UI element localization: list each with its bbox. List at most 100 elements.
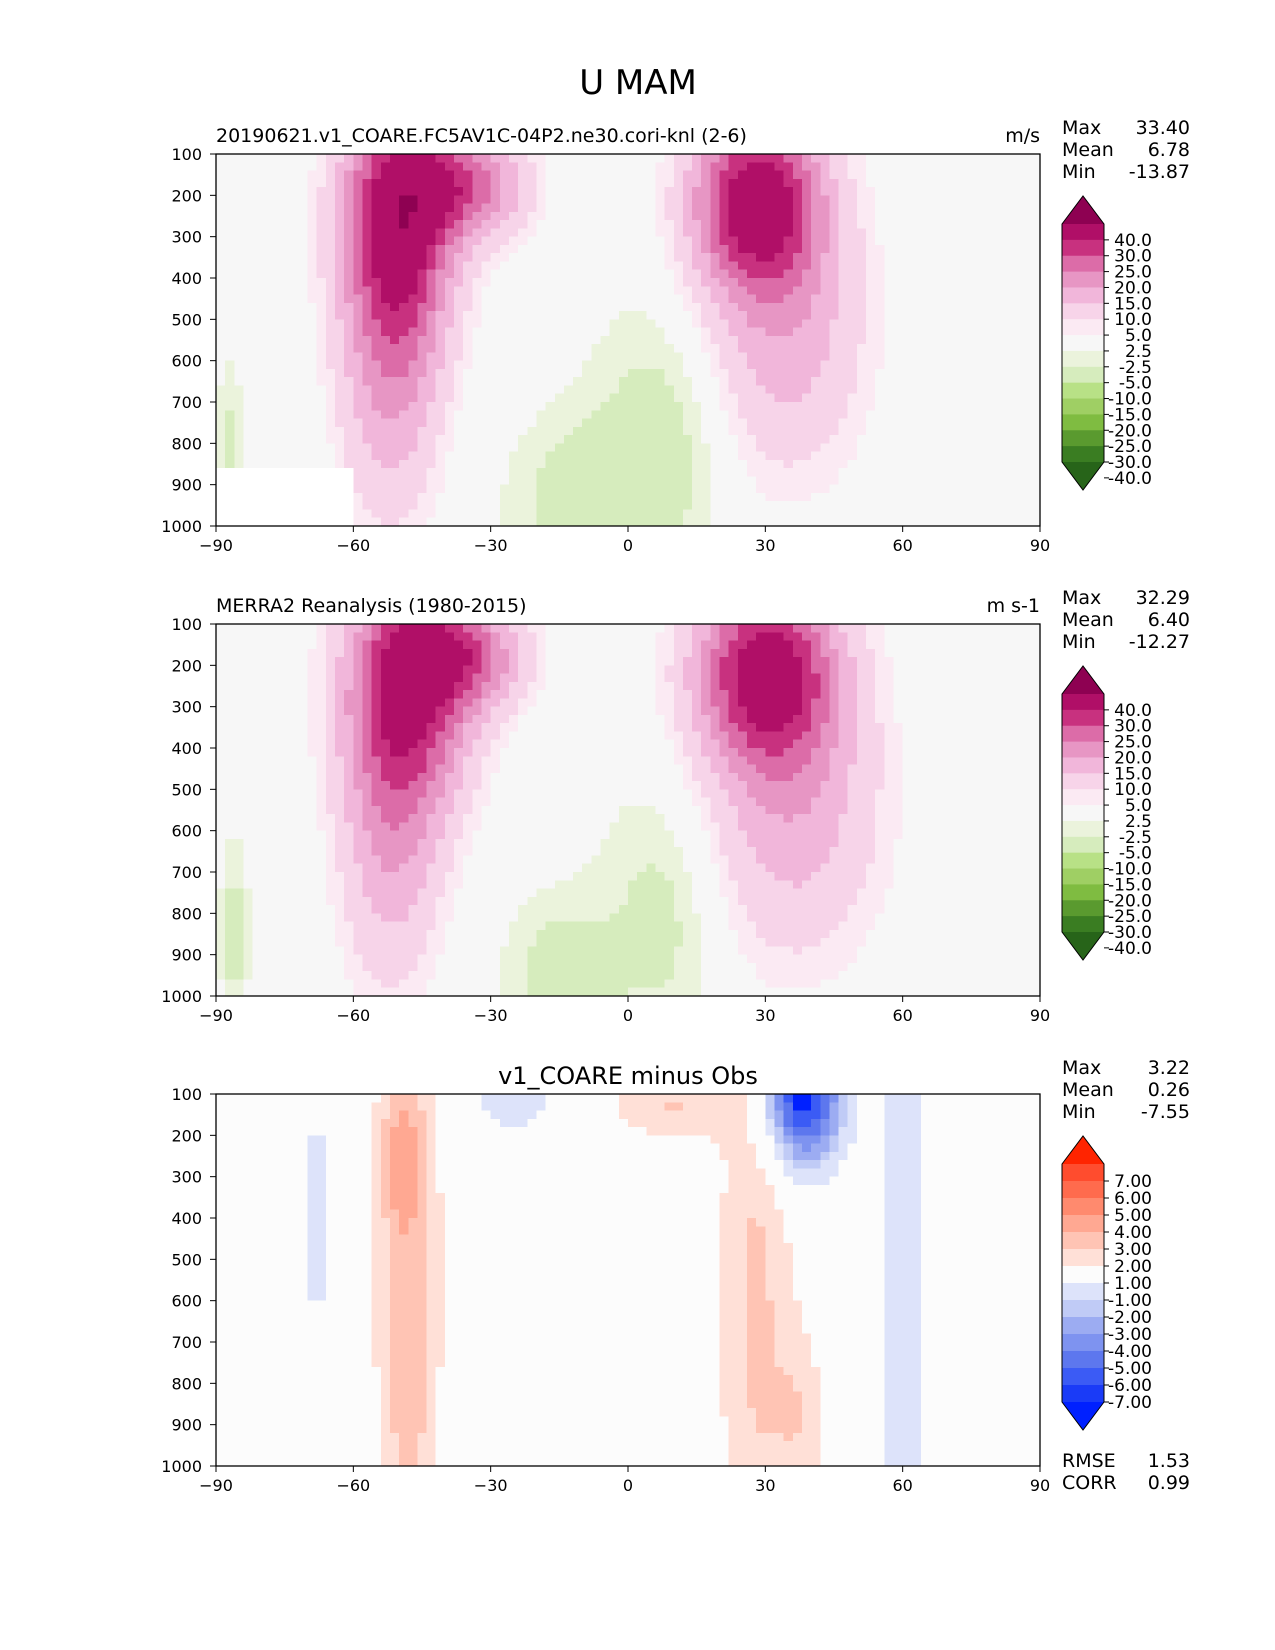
- colorbar-band: [1062, 335, 1104, 352]
- colorbar-label: 6.00: [1114, 1189, 1152, 1209]
- colorbar: 40.030.025.020.015.010.05.02.5-2.5-5.0-1…: [1061, 665, 1152, 961]
- colorbar-band: [1062, 1368, 1104, 1386]
- colorbar-band: [1062, 1215, 1104, 1233]
- colorbar-label: -20.0: [1108, 421, 1152, 441]
- colorbar-band: [1062, 725, 1104, 743]
- x-tick-label: 0: [623, 536, 633, 555]
- colorbar-band: [1062, 900, 1104, 917]
- colorbar-band: [1062, 773, 1104, 790]
- colorbar-band: [1062, 852, 1104, 870]
- y-tick-label: 600: [171, 822, 202, 841]
- y-tick-label: 700: [171, 393, 202, 412]
- y-tick-label: 500: [171, 310, 202, 329]
- colorbar-extend-min: [1062, 462, 1104, 490]
- x-tick-label: 60: [892, 1476, 912, 1495]
- y-tick-label: 100: [171, 615, 202, 634]
- stat-value-min: -12.27: [1129, 631, 1190, 653]
- colorbar-extend-max: [1062, 196, 1104, 224]
- stat-value-mean: 6.40: [1148, 609, 1190, 631]
- y-tick-label: 600: [171, 1292, 202, 1311]
- y-tick-label: 800: [171, 904, 202, 923]
- stat-label-min: Min: [1062, 631, 1096, 653]
- y-tick-label: 100: [171, 145, 202, 164]
- y-tick-label: 900: [171, 1416, 202, 1435]
- colorbar: 7.006.005.004.003.002.001.00-1.00-2.00-3…: [1061, 1135, 1152, 1431]
- x-tick-label: −60: [336, 1476, 370, 1495]
- y-tick-label: 300: [171, 1168, 202, 1187]
- stat-value-max: 32.29: [1136, 587, 1190, 609]
- stat-value-max: 3.22: [1148, 1057, 1190, 1079]
- x-tick-label: −30: [474, 536, 508, 555]
- x-tick-label: −90: [199, 536, 233, 555]
- colorbar-label: -15.0: [1108, 405, 1152, 425]
- colorbar-band: [1062, 319, 1104, 336]
- colorbar-label: 3.00: [1114, 1240, 1152, 1260]
- panel-units: m s-1: [987, 595, 1040, 617]
- colorbar-band: [1062, 757, 1104, 774]
- colorbar-label: 2.5: [1125, 342, 1152, 362]
- field-cells: [216, 624, 1041, 997]
- colorbar-band: [1062, 287, 1104, 304]
- colorbar-band: [1062, 446, 1104, 463]
- colorbar-label: -2.00: [1108, 1308, 1152, 1328]
- colorbar-label: 2.00: [1114, 1257, 1152, 1277]
- colorbar-band: [1062, 1249, 1104, 1267]
- y-tick-label: 200: [171, 1126, 202, 1145]
- stat-label-max: Max: [1062, 117, 1101, 139]
- colorbar-band: [1062, 709, 1104, 727]
- y-tick-label: 400: [171, 1209, 202, 1228]
- x-tick-label: 90: [1030, 1006, 1050, 1025]
- colorbar-label: -4.00: [1108, 1342, 1152, 1362]
- y-tick-label: 400: [171, 269, 202, 288]
- colorbar-label: -30.0: [1108, 453, 1152, 473]
- colorbar: 40.030.025.020.015.010.05.02.5-2.5-5.0-1…: [1061, 195, 1152, 491]
- colorbar-label: 10.0: [1114, 310, 1152, 330]
- y-tick-label: 1000: [161, 1457, 202, 1476]
- colorbar-label: -3.00: [1108, 1325, 1152, 1345]
- colorbar-label: 2.5: [1125, 812, 1152, 832]
- colorbar-band: [1062, 239, 1104, 257]
- x-tick-label: −60: [336, 1006, 370, 1025]
- figure-title: U MAM: [579, 63, 697, 103]
- colorbar-label: -20.0: [1108, 891, 1152, 911]
- colorbar-label: -25.0: [1108, 907, 1152, 927]
- colorbar-band: [1062, 1283, 1104, 1301]
- stat-label-mean: Mean: [1062, 1079, 1114, 1101]
- colorbar-label: -1.00: [1108, 1291, 1152, 1311]
- colorbar-band: [1062, 694, 1104, 711]
- x-tick-label: −30: [474, 1476, 508, 1495]
- x-tick-label: 60: [892, 536, 912, 555]
- colorbar-band: [1062, 366, 1104, 384]
- colorbar-extend-min: [1062, 932, 1104, 960]
- colorbar-label: 15.0: [1114, 764, 1152, 784]
- y-tick-label: 1000: [161, 517, 202, 536]
- colorbar-band: [1062, 303, 1104, 320]
- colorbar-band: [1062, 224, 1104, 241]
- x-tick-label: 0: [623, 1006, 633, 1025]
- x-tick-label: 30: [755, 1006, 775, 1025]
- x-tick-label: 60: [892, 1006, 912, 1025]
- y-tick-label: 1000: [161, 987, 202, 1006]
- y-tick-label: 500: [171, 780, 202, 799]
- colorbar-band: [1062, 820, 1104, 838]
- colorbar-label: -5.00: [1108, 1359, 1152, 1379]
- x-tick-label: 90: [1030, 1476, 1050, 1495]
- y-tick-label: 900: [171, 946, 202, 965]
- y-tick-label: 600: [171, 352, 202, 371]
- colorbar-label: 25.0: [1114, 263, 1152, 283]
- colorbar-band: [1062, 1351, 1104, 1369]
- y-tick-label: 200: [171, 186, 202, 205]
- colorbar-label: 4.00: [1114, 1223, 1152, 1243]
- y-tick-label: 700: [171, 1333, 202, 1352]
- colorbar-label: -2.5: [1119, 358, 1152, 378]
- panel-units: m/s: [1005, 125, 1040, 147]
- colorbar-label: 20.0: [1114, 748, 1152, 768]
- colorbar-label: -7.00: [1108, 1393, 1152, 1413]
- stat-label-rmse: RMSE: [1062, 1450, 1116, 1472]
- y-tick-label: 800: [171, 434, 202, 453]
- stat-label-min: Min: [1062, 1101, 1096, 1123]
- x-tick-label: 30: [755, 1476, 775, 1495]
- colorbar-band: [1062, 868, 1104, 885]
- colorbar-label: 40.0: [1114, 231, 1152, 251]
- colorbar-band: [1062, 1334, 1104, 1352]
